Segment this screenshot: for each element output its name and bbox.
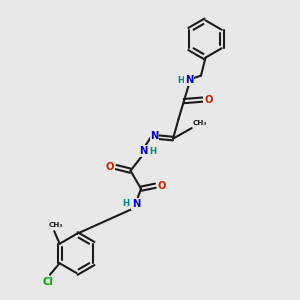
Text: O: O <box>105 161 114 172</box>
Text: H: H <box>149 147 156 156</box>
Text: CH₃: CH₃ <box>193 120 207 126</box>
Text: Cl: Cl <box>43 277 54 287</box>
Text: O: O <box>158 181 166 191</box>
Text: H: H <box>177 76 184 85</box>
Text: CH₃: CH₃ <box>49 221 63 227</box>
Text: O: O <box>204 94 213 105</box>
Text: N: N <box>185 75 194 85</box>
Text: H: H <box>122 199 130 208</box>
Text: N: N <box>139 146 148 156</box>
Text: N: N <box>132 199 140 209</box>
Text: N: N <box>150 130 159 141</box>
